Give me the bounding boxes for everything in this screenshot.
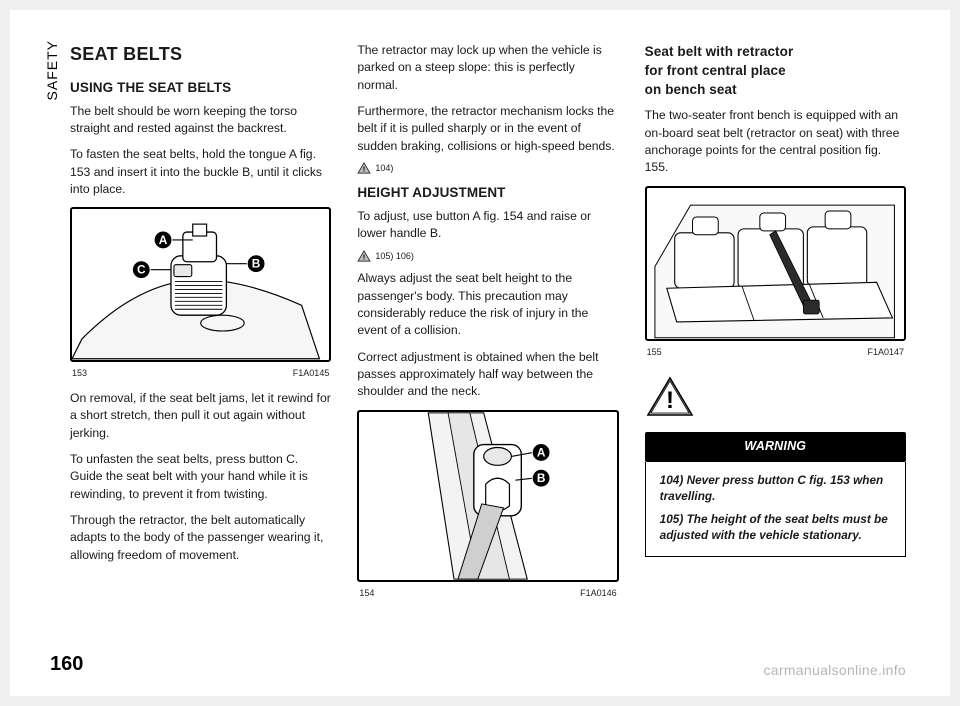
fig-label-a: A bbox=[159, 233, 168, 247]
warning-ref-105-106: ! 105) 106) bbox=[357, 250, 618, 263]
column-2: The retractor may lock up when the vehic… bbox=[357, 42, 618, 668]
figure-154: A B bbox=[357, 410, 618, 582]
paragraph: On removal, if the seat belt jams, let i… bbox=[70, 390, 331, 442]
fig-label-a: A bbox=[537, 445, 546, 459]
subsection-bench-seat-belt: Seat belt with retractor for front centr… bbox=[645, 42, 906, 99]
watermark: carmanualsonline.info bbox=[764, 662, 907, 678]
warning-triangle-icon: ! bbox=[357, 250, 371, 262]
paragraph: The two-seater front bench is equipped w… bbox=[645, 107, 906, 176]
warning-title-bar: WARNING bbox=[645, 432, 906, 462]
figure-153: A B C bbox=[70, 207, 331, 362]
figure-154-drawing: A B bbox=[359, 412, 616, 580]
column-3: Seat belt with retractor for front centr… bbox=[645, 42, 906, 668]
fig-label-c: C bbox=[137, 263, 146, 277]
paragraph: To adjust, use button A fig. 154 and rai… bbox=[357, 208, 618, 243]
warning-title: WARNING bbox=[744, 439, 806, 453]
warning-box: 104) Never press button C fig. 153 when … bbox=[645, 462, 906, 557]
figure-number: 154 bbox=[359, 587, 374, 600]
fig-label-b: B bbox=[537, 471, 546, 485]
figure-153-caption: 153 F1A0145 bbox=[70, 366, 331, 380]
warning-ref-label: 104) bbox=[375, 162, 393, 175]
figure-number: 153 bbox=[72, 367, 87, 380]
svg-text:!: ! bbox=[363, 252, 366, 261]
page-number: 160 bbox=[50, 653, 83, 676]
warning-triangle-icon: ! bbox=[357, 162, 371, 174]
chapter-tab: SAFETY bbox=[44, 0, 60, 40]
figure-155 bbox=[645, 186, 906, 341]
warning-ref-104: ! 104) bbox=[357, 162, 618, 175]
paragraph: Correct adjustment is obtained when the … bbox=[357, 349, 618, 401]
figure-155-drawing bbox=[647, 188, 904, 339]
figure-code: F1A0145 bbox=[293, 367, 330, 380]
figure-155-caption: 155 F1A0147 bbox=[645, 345, 906, 359]
paragraph: To unfasten the seat belts, press button… bbox=[70, 451, 331, 503]
manual-page: SAFETY SEAT BELTS USING THE SEAT BELTS T… bbox=[10, 10, 950, 696]
subsection-using-seat-belts: USING THE SEAT BELTS bbox=[70, 78, 331, 97]
warning-item-104: 104) Never press button C fig. 153 when … bbox=[660, 472, 895, 505]
fig-label-b: B bbox=[252, 257, 261, 271]
chapter-tab-label: SAFETY bbox=[44, 40, 60, 100]
paragraph: Always adjust the seat belt height to th… bbox=[357, 270, 618, 339]
paragraph: The belt should be worn keeping the tors… bbox=[70, 103, 331, 138]
subsection-height-adjustment: HEIGHT ADJUSTMENT bbox=[357, 183, 618, 202]
section-title: SEAT BELTS bbox=[70, 42, 331, 68]
paragraph: The retractor may lock up when the vehic… bbox=[357, 42, 618, 94]
svg-text:!: ! bbox=[363, 165, 366, 174]
figure-number: 155 bbox=[647, 346, 662, 359]
figure-154-caption: 154 F1A0146 bbox=[357, 586, 618, 600]
warning-item-105: 105) The height of the seat belts must b… bbox=[660, 511, 895, 544]
figure-153-drawing: A B C bbox=[72, 209, 329, 360]
warning-large-icon: ! bbox=[645, 375, 906, 424]
svg-text:!: ! bbox=[666, 387, 674, 414]
figure-code: F1A0147 bbox=[867, 346, 904, 359]
column-1: SEAT BELTS USING THE SEAT BELTS The belt… bbox=[70, 42, 331, 668]
figure-code: F1A0146 bbox=[580, 587, 617, 600]
paragraph: Furthermore, the retractor mechanism loc… bbox=[357, 103, 618, 155]
content-columns: SEAT BELTS USING THE SEAT BELTS The belt… bbox=[70, 42, 906, 668]
paragraph: Through the retractor, the belt automati… bbox=[70, 512, 331, 564]
paragraph: To fasten the seat belts, hold the tongu… bbox=[70, 146, 331, 198]
warning-ref-label: 105) 106) bbox=[375, 250, 414, 263]
